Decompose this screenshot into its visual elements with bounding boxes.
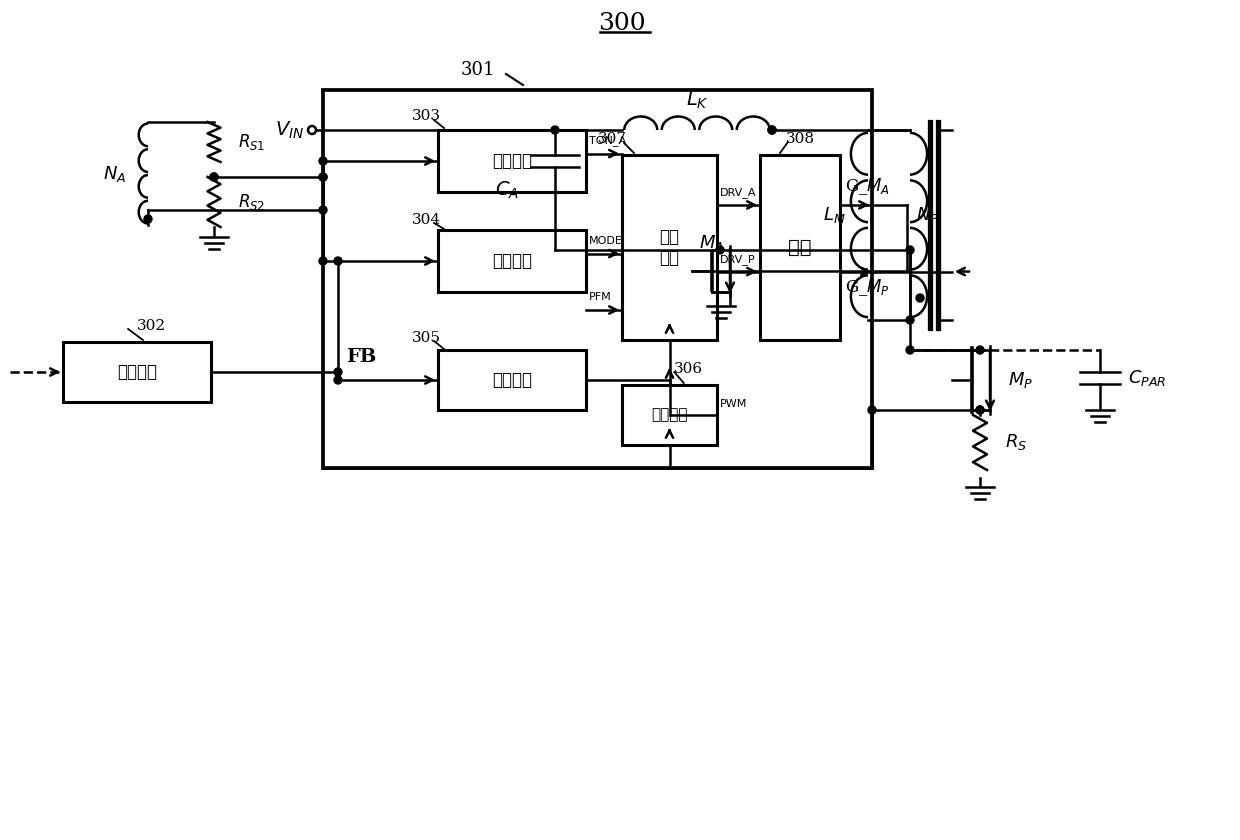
Circle shape bbox=[768, 126, 776, 134]
Text: $V_{IN}$: $V_{IN}$ bbox=[275, 119, 304, 140]
Text: 302: 302 bbox=[138, 319, 166, 333]
Circle shape bbox=[906, 316, 914, 324]
Circle shape bbox=[210, 173, 218, 181]
Text: G_$M_P$: G_$M_P$ bbox=[844, 277, 890, 298]
Text: MODE: MODE bbox=[589, 235, 622, 245]
Text: 307: 307 bbox=[598, 132, 626, 146]
Text: 频率控制: 频率控制 bbox=[492, 371, 532, 389]
Text: 306: 306 bbox=[673, 362, 703, 376]
Text: 304: 304 bbox=[412, 213, 440, 227]
Bar bbox=[322, 90, 872, 468]
Text: 时序
控制: 时序 控制 bbox=[660, 228, 680, 267]
Text: DRV_P: DRV_P bbox=[720, 254, 755, 265]
Circle shape bbox=[334, 257, 342, 265]
Text: $R_{S2}$: $R_{S2}$ bbox=[238, 192, 265, 212]
Text: $M_A$: $M_A$ bbox=[699, 233, 724, 253]
Bar bbox=[622, 155, 717, 340]
Circle shape bbox=[551, 126, 559, 134]
Circle shape bbox=[916, 294, 924, 302]
Circle shape bbox=[319, 173, 327, 181]
Circle shape bbox=[906, 246, 914, 254]
Text: 驱动: 驱动 bbox=[789, 238, 812, 257]
Circle shape bbox=[976, 406, 985, 414]
Bar bbox=[438, 350, 587, 410]
Text: $L_K$: $L_K$ bbox=[686, 89, 708, 111]
Circle shape bbox=[319, 157, 327, 165]
Text: TON_A: TON_A bbox=[589, 134, 626, 145]
Circle shape bbox=[768, 126, 776, 134]
Text: $N_A$: $N_A$ bbox=[103, 164, 126, 183]
Text: $R_S$: $R_S$ bbox=[1004, 432, 1027, 452]
Bar bbox=[622, 385, 717, 445]
Text: $C_A$: $C_A$ bbox=[495, 180, 520, 201]
Text: G_$M_A$: G_$M_A$ bbox=[844, 176, 890, 197]
Text: $C_{PAR}$: $C_{PAR}$ bbox=[1128, 368, 1167, 388]
Text: 308: 308 bbox=[785, 132, 815, 146]
Text: FB: FB bbox=[346, 348, 377, 366]
Circle shape bbox=[334, 376, 342, 384]
Bar bbox=[438, 130, 587, 192]
Text: PWM: PWM bbox=[720, 399, 748, 409]
Circle shape bbox=[210, 173, 218, 181]
Text: $L_M$: $L_M$ bbox=[823, 205, 846, 225]
Text: 波峰检测: 波峰检测 bbox=[492, 152, 532, 170]
Circle shape bbox=[319, 206, 327, 214]
Circle shape bbox=[334, 368, 342, 376]
Circle shape bbox=[715, 246, 724, 254]
Text: 模式判断: 模式判断 bbox=[492, 252, 532, 270]
Bar bbox=[438, 230, 587, 292]
Circle shape bbox=[319, 257, 327, 265]
Text: 303: 303 bbox=[412, 109, 440, 123]
Circle shape bbox=[868, 406, 875, 414]
Circle shape bbox=[976, 406, 985, 414]
Text: 301: 301 bbox=[461, 61, 495, 79]
Text: 300: 300 bbox=[598, 12, 646, 34]
Circle shape bbox=[906, 346, 914, 354]
Circle shape bbox=[319, 173, 327, 181]
Text: PFM: PFM bbox=[589, 292, 611, 302]
Text: $N_P$: $N_P$ bbox=[916, 205, 939, 225]
Text: $R_{S1}$: $R_{S1}$ bbox=[238, 132, 265, 152]
Text: 305: 305 bbox=[412, 331, 440, 345]
Text: DRV_A: DRV_A bbox=[720, 187, 756, 198]
Bar bbox=[760, 155, 839, 340]
Bar bbox=[63, 342, 211, 402]
Text: 脉宽控制: 脉宽控制 bbox=[651, 407, 688, 423]
Text: $M_P$: $M_P$ bbox=[1008, 370, 1033, 390]
Text: 隔离反馈: 隔离反馈 bbox=[117, 363, 157, 381]
Circle shape bbox=[976, 346, 985, 354]
Circle shape bbox=[144, 215, 153, 223]
